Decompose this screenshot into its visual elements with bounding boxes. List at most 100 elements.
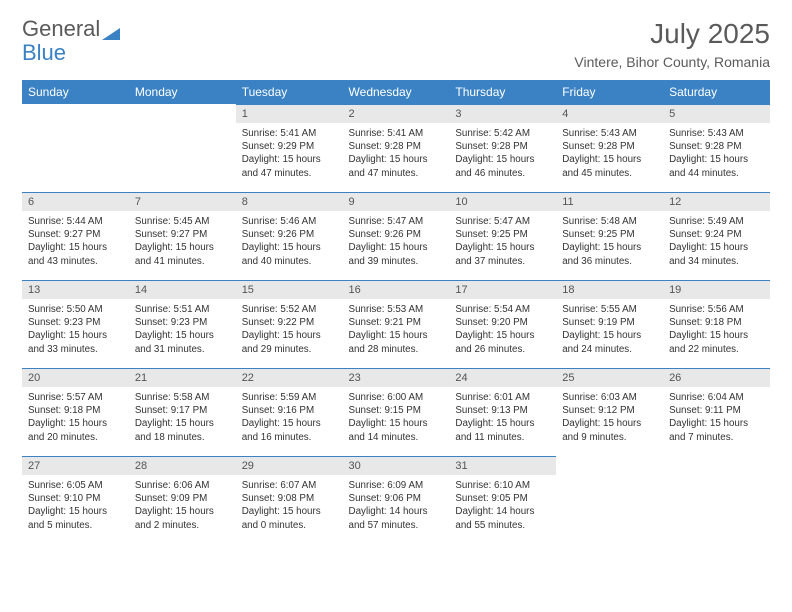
sunset-text: Sunset: 9:25 PM: [562, 228, 657, 241]
daylight-text: Daylight: 15 hours and 44 minutes.: [669, 153, 764, 179]
day-number: 18: [556, 280, 663, 299]
calendar-week-row: 20Sunrise: 5:57 AMSunset: 9:18 PMDayligh…: [22, 368, 770, 456]
logo-text-general: General: [22, 18, 100, 40]
sunrise-text: Sunrise: 5:43 AM: [669, 127, 764, 140]
daylight-text: Daylight: 15 hours and 37 minutes.: [455, 241, 550, 267]
daylight-text: Daylight: 15 hours and 18 minutes.: [135, 417, 230, 443]
sunset-text: Sunset: 9:26 PM: [242, 228, 337, 241]
sunrise-text: Sunrise: 5:55 AM: [562, 303, 657, 316]
month-title: July 2025: [574, 18, 770, 50]
sunset-text: Sunset: 9:11 PM: [669, 404, 764, 417]
daylight-text: Daylight: 14 hours and 57 minutes.: [349, 505, 444, 531]
day-number: 31: [449, 456, 556, 475]
day-number: 13: [22, 280, 129, 299]
daylight-text: Daylight: 15 hours and 14 minutes.: [349, 417, 444, 443]
calendar-week-row: 27Sunrise: 6:05 AMSunset: 9:10 PMDayligh…: [22, 456, 770, 544]
daylight-text: Daylight: 15 hours and 0 minutes.: [242, 505, 337, 531]
daylight-text: Daylight: 15 hours and 43 minutes.: [28, 241, 123, 267]
calendar-cell: 21Sunrise: 5:58 AMSunset: 9:17 PMDayligh…: [129, 368, 236, 456]
daylight-text: Daylight: 15 hours and 45 minutes.: [562, 153, 657, 179]
sunrise-text: Sunrise: 6:06 AM: [135, 479, 230, 492]
sunrise-text: Sunrise: 5:50 AM: [28, 303, 123, 316]
calendar-cell: ..: [663, 456, 770, 544]
title-block: July 2025 Vintere, Bihor County, Romania: [574, 18, 770, 70]
calendar-cell: ..: [22, 104, 129, 192]
calendar-cell: 11Sunrise: 5:48 AMSunset: 9:25 PMDayligh…: [556, 192, 663, 280]
calendar-cell: 26Sunrise: 6:04 AMSunset: 9:11 PMDayligh…: [663, 368, 770, 456]
day-number: 26: [663, 368, 770, 387]
sunrise-text: Sunrise: 5:42 AM: [455, 127, 550, 140]
daylight-text: Daylight: 14 hours and 55 minutes.: [455, 505, 550, 531]
day-details: Sunrise: 6:09 AMSunset: 9:06 PMDaylight:…: [343, 475, 450, 538]
day-number: 8: [236, 192, 343, 211]
day-number: 22: [236, 368, 343, 387]
calendar-cell: 27Sunrise: 6:05 AMSunset: 9:10 PMDayligh…: [22, 456, 129, 544]
day-details: Sunrise: 6:00 AMSunset: 9:15 PMDaylight:…: [343, 387, 450, 450]
day-number: 28: [129, 456, 236, 475]
day-details: Sunrise: 5:59 AMSunset: 9:16 PMDaylight:…: [236, 387, 343, 450]
sunset-text: Sunset: 9:21 PM: [349, 316, 444, 329]
sunset-text: Sunset: 9:28 PM: [562, 140, 657, 153]
day-number: 1: [236, 104, 343, 123]
sunset-text: Sunset: 9:27 PM: [28, 228, 123, 241]
day-details: Sunrise: 5:58 AMSunset: 9:17 PMDaylight:…: [129, 387, 236, 450]
sunrise-text: Sunrise: 5:46 AM: [242, 215, 337, 228]
logo-text-blue: Blue: [22, 42, 66, 64]
sunset-text: Sunset: 9:17 PM: [135, 404, 230, 417]
calendar-cell: ..: [556, 456, 663, 544]
day-number: 19: [663, 280, 770, 299]
daylight-text: Daylight: 15 hours and 47 minutes.: [242, 153, 337, 179]
sunrise-text: Sunrise: 5:47 AM: [349, 215, 444, 228]
calendar-cell: 1Sunrise: 5:41 AMSunset: 9:29 PMDaylight…: [236, 104, 343, 192]
day-details: Sunrise: 5:57 AMSunset: 9:18 PMDaylight:…: [22, 387, 129, 450]
daylight-text: Daylight: 15 hours and 39 minutes.: [349, 241, 444, 267]
sunrise-text: Sunrise: 5:58 AM: [135, 391, 230, 404]
calendar-cell: 25Sunrise: 6:03 AMSunset: 9:12 PMDayligh…: [556, 368, 663, 456]
sunset-text: Sunset: 9:18 PM: [28, 404, 123, 417]
sunset-text: Sunset: 9:28 PM: [349, 140, 444, 153]
sunrise-text: Sunrise: 5:43 AM: [562, 127, 657, 140]
day-details: Sunrise: 5:46 AMSunset: 9:26 PMDaylight:…: [236, 211, 343, 274]
daylight-text: Daylight: 15 hours and 31 minutes.: [135, 329, 230, 355]
day-header: Saturday: [663, 80, 770, 104]
calendar-cell: 20Sunrise: 5:57 AMSunset: 9:18 PMDayligh…: [22, 368, 129, 456]
day-details: Sunrise: 5:41 AMSunset: 9:29 PMDaylight:…: [236, 123, 343, 186]
calendar-cell: ..: [129, 104, 236, 192]
sunrise-text: Sunrise: 5:59 AM: [242, 391, 337, 404]
sunset-text: Sunset: 9:23 PM: [135, 316, 230, 329]
logo-triangle-icon: [102, 26, 120, 40]
daylight-text: Daylight: 15 hours and 22 minutes.: [669, 329, 764, 355]
calendar-cell: 29Sunrise: 6:07 AMSunset: 9:08 PMDayligh…: [236, 456, 343, 544]
sunset-text: Sunset: 9:06 PM: [349, 492, 444, 505]
day-number: 27: [22, 456, 129, 475]
sunset-text: Sunset: 9:16 PM: [242, 404, 337, 417]
calendar-week-row: 6Sunrise: 5:44 AMSunset: 9:27 PMDaylight…: [22, 192, 770, 280]
sunrise-text: Sunrise: 5:56 AM: [669, 303, 764, 316]
calendar-cell: 14Sunrise: 5:51 AMSunset: 9:23 PMDayligh…: [129, 280, 236, 368]
day-number: 7: [129, 192, 236, 211]
day-number: 15: [236, 280, 343, 299]
day-details: Sunrise: 5:54 AMSunset: 9:20 PMDaylight:…: [449, 299, 556, 362]
daylight-text: Daylight: 15 hours and 47 minutes.: [349, 153, 444, 179]
day-details: Sunrise: 6:04 AMSunset: 9:11 PMDaylight:…: [663, 387, 770, 450]
calendar-cell: 7Sunrise: 5:45 AMSunset: 9:27 PMDaylight…: [129, 192, 236, 280]
sunset-text: Sunset: 9:08 PM: [242, 492, 337, 505]
calendar-cell: 19Sunrise: 5:56 AMSunset: 9:18 PMDayligh…: [663, 280, 770, 368]
day-number: 6: [22, 192, 129, 211]
day-details: Sunrise: 6:01 AMSunset: 9:13 PMDaylight:…: [449, 387, 556, 450]
sunrise-text: Sunrise: 6:07 AM: [242, 479, 337, 492]
calendar-cell: 3Sunrise: 5:42 AMSunset: 9:28 PMDaylight…: [449, 104, 556, 192]
calendar-cell: 16Sunrise: 5:53 AMSunset: 9:21 PMDayligh…: [343, 280, 450, 368]
day-details: Sunrise: 6:07 AMSunset: 9:08 PMDaylight:…: [236, 475, 343, 538]
sunset-text: Sunset: 9:09 PM: [135, 492, 230, 505]
day-header: Friday: [556, 80, 663, 104]
day-number: 2: [343, 104, 450, 123]
header: GeneralBlue General July 2025 Vintere, B…: [22, 18, 770, 70]
sunset-text: Sunset: 9:27 PM: [135, 228, 230, 241]
day-details: Sunrise: 5:50 AMSunset: 9:23 PMDaylight:…: [22, 299, 129, 362]
calendar-cell: 24Sunrise: 6:01 AMSunset: 9:13 PMDayligh…: [449, 368, 556, 456]
sunrise-text: Sunrise: 5:57 AM: [28, 391, 123, 404]
sunrise-text: Sunrise: 5:48 AM: [562, 215, 657, 228]
day-number: 20: [22, 368, 129, 387]
day-details: Sunrise: 5:45 AMSunset: 9:27 PMDaylight:…: [129, 211, 236, 274]
